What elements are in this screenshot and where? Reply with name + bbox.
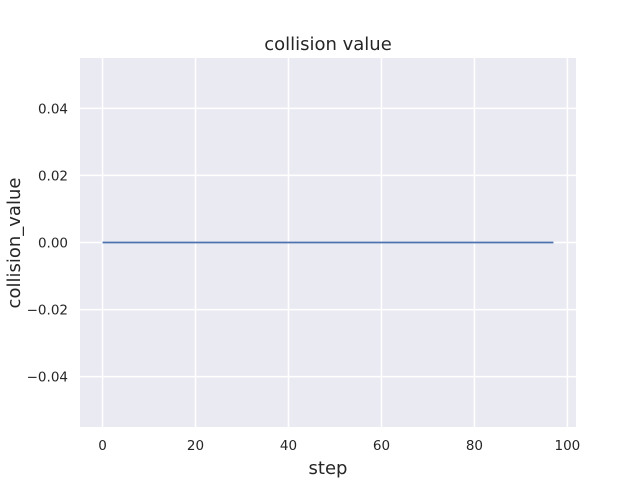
chart-title: collision value bbox=[264, 34, 392, 55]
x-tick-label: 20 bbox=[187, 438, 204, 454]
x-tick-label: 80 bbox=[466, 438, 483, 454]
y-axis-label: collision_value bbox=[4, 178, 25, 309]
x-tick-label: 0 bbox=[98, 438, 107, 454]
y-tick-label: 0.00 bbox=[38, 236, 68, 252]
y-tick-label: −0.02 bbox=[27, 303, 68, 319]
y-tick-label: 0.02 bbox=[38, 168, 68, 184]
y-tick-label: −0.04 bbox=[27, 370, 68, 386]
x-tick-label: 40 bbox=[280, 438, 297, 454]
y-tick-label: 0.04 bbox=[38, 101, 68, 117]
x-tick-label: 100 bbox=[555, 438, 581, 454]
y-axis-ticks: −0.04 −0.02 0.00 0.02 0.04 bbox=[27, 101, 68, 385]
x-axis-ticks: 0 20 40 60 80 100 bbox=[98, 438, 580, 454]
x-axis-label: step bbox=[309, 458, 348, 479]
x-tick-label: 60 bbox=[373, 438, 390, 454]
